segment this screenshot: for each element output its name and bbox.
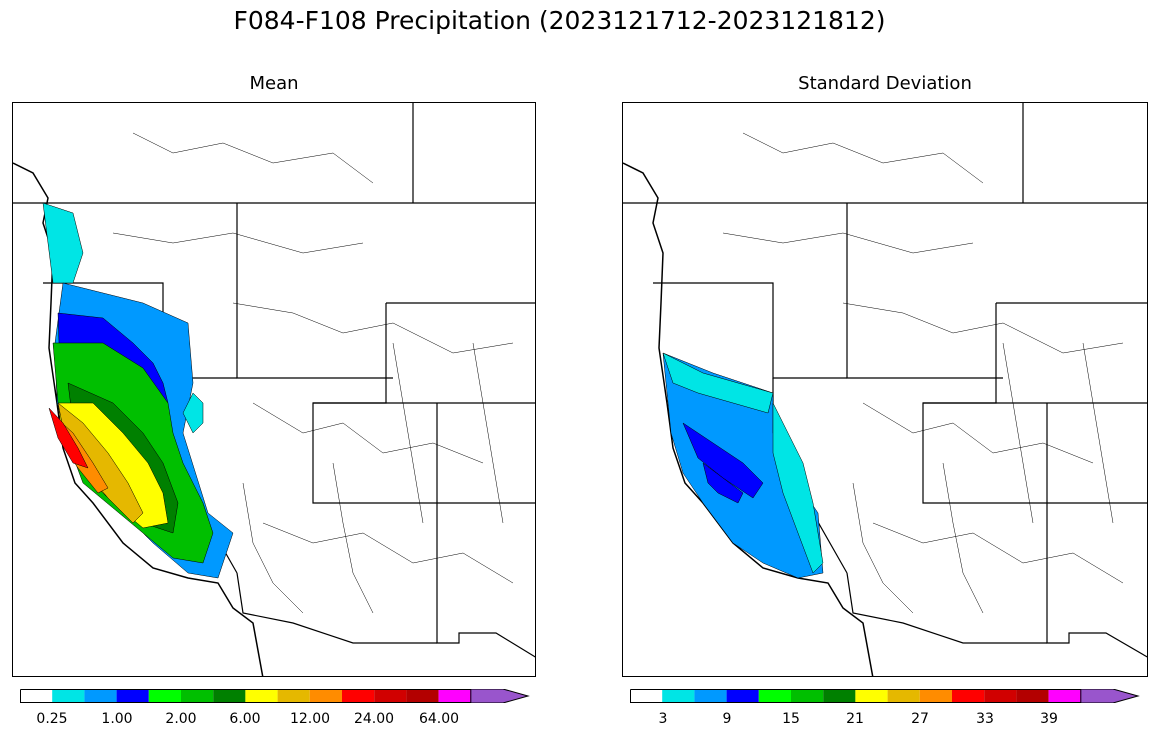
colorbar-outline	[20, 689, 471, 703]
colorbar-segment	[309, 689, 342, 703]
colorbar-segment	[952, 689, 985, 703]
coastline	[13, 162, 264, 676]
stddev-colorbar-tick: 21	[846, 711, 864, 727]
colorbar-segment	[52, 689, 85, 703]
stddev-colorbar-tick: 39	[1040, 711, 1058, 727]
stddev-map-svg	[623, 103, 1147, 676]
mean-map	[12, 102, 536, 677]
colorbar-segment	[1016, 689, 1049, 703]
colorbar-segment	[694, 689, 727, 703]
mean-colorbar-tick: 64.00	[418, 711, 460, 727]
colorbar-segment	[438, 689, 471, 703]
mean-colorbar-tick: 24.00	[353, 711, 395, 727]
colorbar-segment	[277, 689, 310, 703]
stddev-colorbar-tick: 3	[658, 711, 668, 727]
coastline	[623, 162, 874, 676]
colorbar-segment	[406, 689, 439, 703]
colorbar-extend-arrow	[470, 689, 530, 703]
basin-outlines	[722, 132, 1124, 614]
colorbar-segment	[1048, 689, 1081, 703]
colorbar-segment	[245, 689, 278, 703]
colorbar-segment	[148, 689, 181, 703]
colorbar-segment	[791, 689, 824, 703]
colorbar-segment	[84, 689, 117, 703]
basin-outlines	[112, 132, 514, 614]
mean-panel-title: Mean	[249, 73, 299, 94]
stddev-colorbar-tick: 27	[911, 711, 929, 727]
colorbar-outline	[630, 689, 1081, 703]
boundaries	[13, 103, 535, 658]
mean-colorbar-tick: 6.00	[229, 711, 261, 727]
colorbar-extend-arrow	[1080, 689, 1140, 703]
colorbar-segment	[116, 689, 149, 703]
colorbar-segment	[213, 689, 246, 703]
stddev-map	[622, 102, 1148, 677]
colorbar-segment	[662, 689, 695, 703]
stddev-colorbar-tick: 9	[722, 711, 732, 727]
colorbar-segment	[726, 689, 759, 703]
colorbar-segment	[984, 689, 1017, 703]
colorbar-segment	[887, 689, 920, 703]
colorbar-segment	[823, 689, 856, 703]
colorbar-segment	[20, 689, 53, 703]
colorbar-segment	[342, 689, 375, 703]
mean-colorbar-tick: 12.00	[289, 711, 331, 727]
colorbar-segment	[855, 689, 888, 703]
mean-colorbar	[20, 689, 530, 703]
figure-title: F084-F108 Precipitation (2023121712-2023…	[233, 6, 886, 35]
mean-precip-fields	[42, 202, 234, 579]
mean-map-svg	[13, 103, 535, 676]
colorbar-segment	[374, 689, 407, 703]
mean-colorbar-tick: 1.00	[101, 711, 133, 727]
colorbar-segment	[630, 689, 663, 703]
stddev-colorbar	[630, 689, 1140, 703]
colorbar-segment	[181, 689, 214, 703]
mean-colorbar-tick: 2.00	[165, 711, 197, 727]
colorbar-segment	[919, 689, 952, 703]
stddev-colorbar-tick: 15	[782, 711, 800, 727]
mean-colorbar-tick: 0.25	[36, 711, 68, 727]
stddev-panel-title: Standard Deviation	[798, 73, 972, 94]
stddev-colorbar-tick: 33	[976, 711, 994, 727]
stddev-precip-fields	[662, 352, 824, 579]
colorbar-segment	[758, 689, 791, 703]
